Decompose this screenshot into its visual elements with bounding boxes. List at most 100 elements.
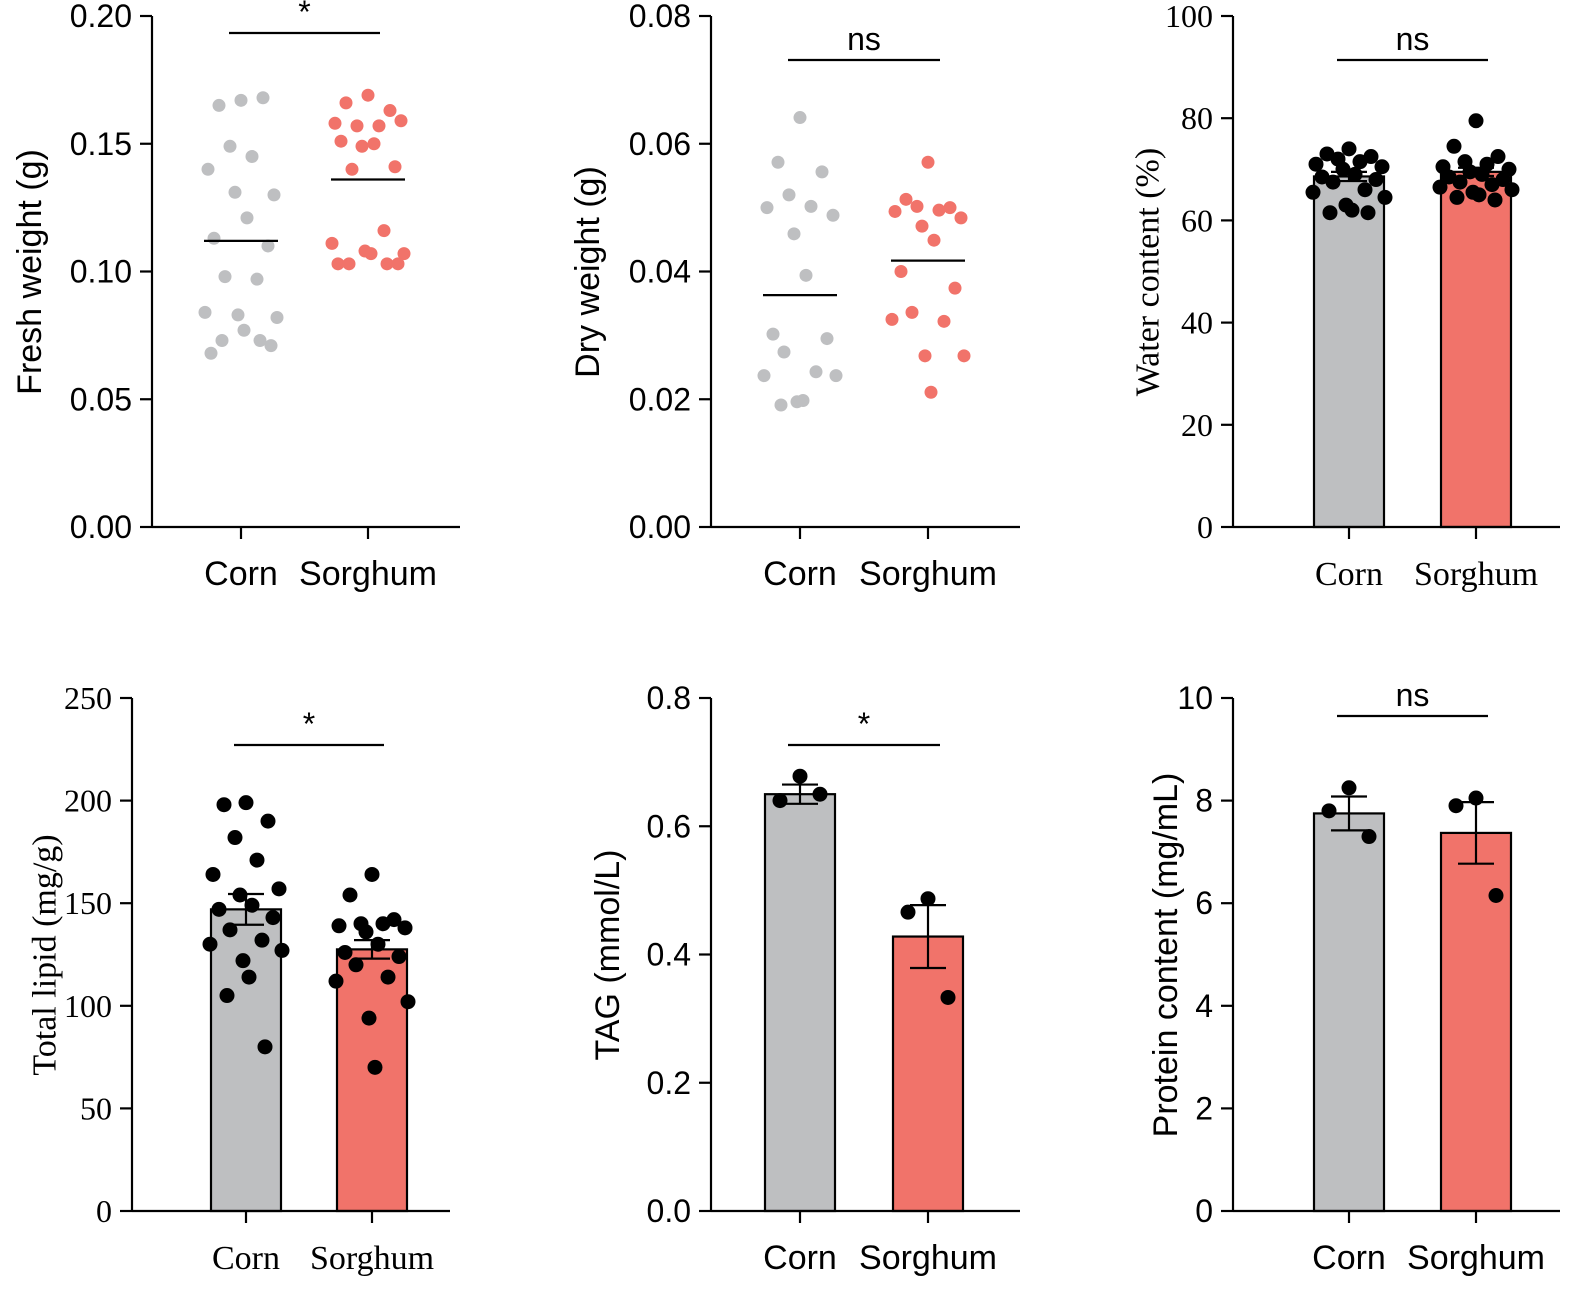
y-tick-label: 0.6 xyxy=(647,808,691,844)
data-point-sorghum xyxy=(334,134,348,148)
y-axis-title: TAG (mmol/L) xyxy=(589,850,627,1061)
data-point-sorghum xyxy=(388,160,402,174)
y-tick-label: 0.8 xyxy=(647,680,691,716)
bar-corn xyxy=(1312,175,1386,529)
data-point-sorghum xyxy=(377,224,391,238)
data-point-corn xyxy=(792,768,808,784)
data-point-sorghum xyxy=(397,247,411,261)
y-tick-label: 100 xyxy=(1165,0,1213,34)
data-point-corn xyxy=(1305,184,1321,200)
data-point-sorghum xyxy=(954,211,968,225)
data-point-sorghum xyxy=(367,1059,383,1075)
y-tick-label: 0.08 xyxy=(629,0,691,34)
significance-label: ns xyxy=(1396,21,1430,57)
data-point-corn xyxy=(211,901,227,917)
chart-panel-1: 0.00 0.05 0.10 0.15 0.20 Corn Sorghum Fresh wei… xyxy=(11,0,460,593)
bar-corn xyxy=(1312,812,1386,1213)
data-point-corn xyxy=(264,339,278,353)
data-point-sorghum xyxy=(1452,174,1468,190)
data-point-corn xyxy=(212,98,226,112)
data-point-corn xyxy=(829,369,843,383)
data-point-corn xyxy=(219,988,235,1004)
data-point-sorghum xyxy=(1449,189,1465,205)
data-point-corn xyxy=(228,185,242,199)
bar-sorghum xyxy=(335,948,409,1213)
data-point-corn xyxy=(1322,205,1338,221)
data-point-sorghum xyxy=(900,904,916,920)
data-point-corn xyxy=(223,139,237,153)
data-point-corn xyxy=(257,1039,273,1055)
data-point-sorghum xyxy=(342,257,356,271)
y-tick-label: 4 xyxy=(1195,988,1213,1024)
data-point-sorghum xyxy=(394,114,408,128)
data-point-sorghum xyxy=(367,137,381,151)
data-point-sorghum xyxy=(375,916,391,932)
x-tick-label-sorghum: Sorghum xyxy=(299,555,437,593)
x-tick-label-sorghum: Sorghum xyxy=(859,555,997,593)
bar-sorghum xyxy=(1439,170,1513,529)
data-point-corn xyxy=(198,305,212,319)
data-point-sorghum xyxy=(943,201,957,215)
data-point-corn xyxy=(826,208,840,222)
y-tick-label: 50 xyxy=(80,1090,112,1126)
data-point-corn xyxy=(1360,205,1376,221)
data-point-corn xyxy=(1341,780,1357,796)
data-point-sorghum xyxy=(391,949,407,965)
significance-label: * xyxy=(858,706,870,742)
data-point-sorghum xyxy=(899,192,913,206)
data-point-corn xyxy=(238,795,254,811)
y-tick-label: 0 xyxy=(1197,509,1213,545)
y-tick-label: 0.04 xyxy=(629,254,691,290)
data-point-sorghum xyxy=(361,88,375,102)
chart-panel-2: 0.00 0.02 0.04 0.06 0.08 Corn Sorghum Dry weigh… xyxy=(569,0,1020,593)
data-point-sorghum xyxy=(391,257,405,271)
data-point-sorghum xyxy=(918,349,932,363)
data-point-sorghum xyxy=(355,139,369,153)
data-point-sorghum xyxy=(1471,187,1487,203)
data-point-sorghum xyxy=(888,204,902,218)
data-point-sorghum xyxy=(937,314,951,328)
y-tick-label: 0.15 xyxy=(70,126,132,162)
data-point-sorghum xyxy=(1487,192,1503,208)
y-axis-title: Water content (%) xyxy=(1130,148,1167,396)
x-tick-label-corn: Corn xyxy=(1315,556,1383,593)
significance-label: * xyxy=(298,0,310,30)
data-point-sorghum xyxy=(915,219,929,233)
data-point-corn xyxy=(254,932,270,948)
y-tick-label: 0.4 xyxy=(647,937,691,973)
data-point-corn xyxy=(771,155,785,169)
data-point-corn xyxy=(240,211,254,225)
x-tick-label-sorghum: Sorghum xyxy=(1414,556,1538,593)
data-point-sorghum xyxy=(350,119,364,133)
data-point-sorghum xyxy=(383,104,397,118)
y-tick-label: 0.0 xyxy=(647,1193,691,1229)
data-point-sorghum xyxy=(905,305,919,319)
chart-panel-4: 0 50 100 150 200 250 Corn Sorghum Total lipid (m… xyxy=(27,680,450,1277)
data-point-corn xyxy=(787,227,801,241)
x-tick-label-corn: Corn xyxy=(763,555,837,593)
data-point-corn xyxy=(265,910,281,926)
y-tick-label: 8 xyxy=(1195,783,1213,819)
y-tick-label: 0.10 xyxy=(70,254,132,290)
bar-sorghum xyxy=(891,935,965,1213)
data-point-corn xyxy=(241,969,257,985)
data-point-corn xyxy=(202,936,218,952)
data-point-sorghum xyxy=(358,924,374,940)
data-point-corn xyxy=(237,323,251,337)
y-tick-label: 250 xyxy=(64,680,112,716)
data-point-corn xyxy=(271,881,287,897)
data-point-sorghum xyxy=(364,247,378,261)
data-point-sorghum xyxy=(400,994,416,1010)
data-point-corn xyxy=(245,150,259,164)
data-point-sorghum xyxy=(885,312,899,326)
data-point-corn xyxy=(1352,154,1368,170)
data-point-corn xyxy=(760,201,774,215)
y-axis-title: Total lipid (mg/g) xyxy=(27,834,64,1075)
data-point-corn xyxy=(1344,202,1360,218)
data-point-sorghum xyxy=(1446,138,1462,154)
data-point-sorghum xyxy=(364,866,380,882)
data-point-sorghum xyxy=(328,973,344,989)
data-point-sorghum xyxy=(337,944,353,960)
data-point-sorghum xyxy=(1504,182,1520,198)
